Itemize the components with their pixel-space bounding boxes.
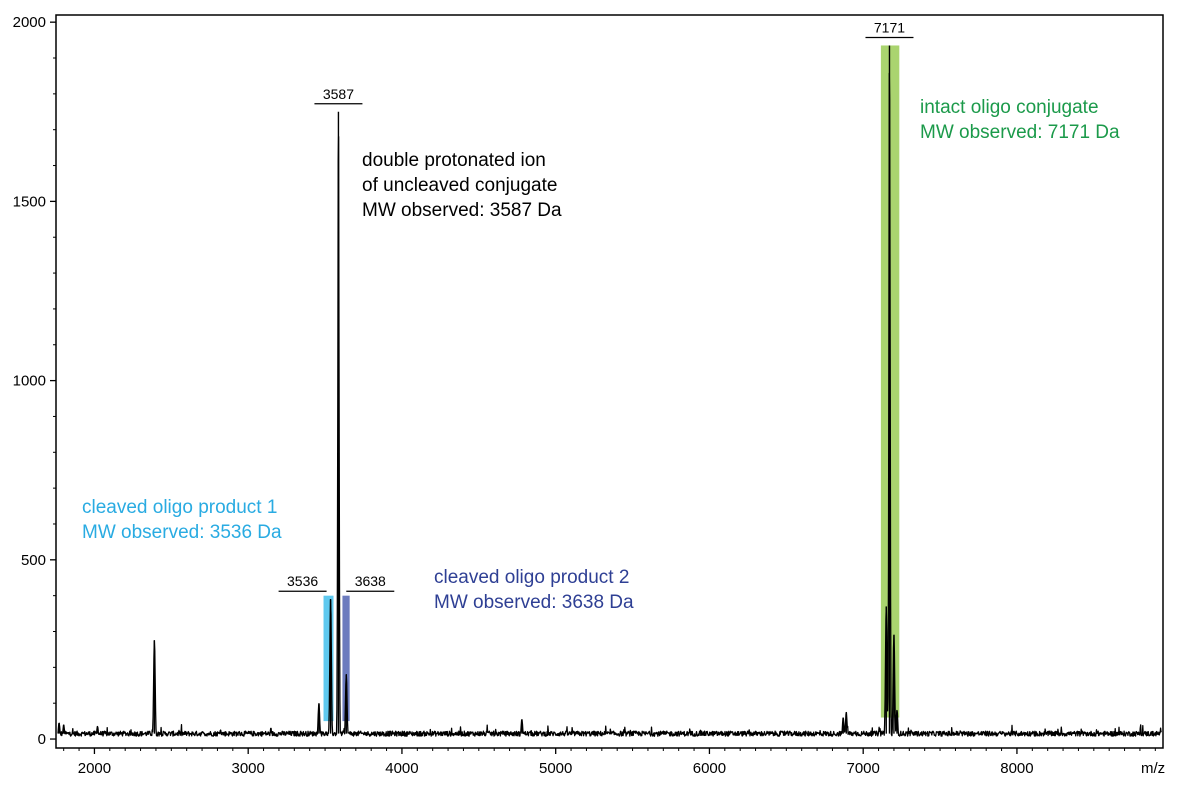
annotation-2: cleaved oligo product 2 MW observed: 3638… xyxy=(434,567,634,613)
x-tick-label: 4000 xyxy=(385,760,418,777)
spectrum-trace xyxy=(57,72,1162,737)
peak-label-3638: 3638 xyxy=(355,573,386,589)
y-axis: 0 500 1000 1500 2000 xyxy=(13,14,56,748)
y-tick-label: 1000 xyxy=(13,373,46,390)
y-tick-label: 1500 xyxy=(13,193,46,210)
annotation-1-line-0: cleaved oligo product 1 xyxy=(82,497,277,518)
annotation-0-line-0: double protonated ion xyxy=(362,150,546,171)
annotation-0-line-1: of uncleaved conjugate xyxy=(362,175,557,196)
plot-frame xyxy=(55,14,1164,749)
annotation-0: double protonated ion of uncleaved conjug… xyxy=(362,150,562,221)
peak-label-7171: 7171 xyxy=(874,19,905,35)
annotation-0-line-2: MW observed: 3587 Da xyxy=(362,200,562,221)
highlight-bands xyxy=(323,45,900,722)
annotation-3-line-0: intact oligo conjugate xyxy=(920,97,1099,118)
annotation-1: cleaved oligo product 1 MW observed: 3536… xyxy=(82,497,282,543)
y-tick-label: 0 xyxy=(38,731,46,748)
annotation-2-line-1: MW observed: 3638 Da xyxy=(434,592,634,613)
highlight-band-0 xyxy=(323,595,334,722)
x-tick-label: 5000 xyxy=(539,760,572,777)
highlight-band-1 xyxy=(342,595,350,722)
x-axis-label: m/z xyxy=(1141,760,1165,777)
annotation-3-line-1: MW observed: 7171 Da xyxy=(920,122,1120,143)
peak-labels: 3536 3587 3638 7171 xyxy=(278,19,914,592)
annotation-2-line-0: cleaved oligo product 2 xyxy=(434,567,629,588)
annotation-3: intact oligo conjugate MW observed: 7171 … xyxy=(920,97,1120,143)
peak-label-3536: 3536 xyxy=(287,573,318,589)
y-tick-label: 500 xyxy=(21,552,46,569)
x-axis: 2000 3000 4000 5000 6000 7000 8000 xyxy=(63,748,1156,777)
peak-label-3587: 3587 xyxy=(323,86,354,102)
x-tick-label: 3000 xyxy=(232,760,265,777)
x-tick-label: 2000 xyxy=(78,760,111,777)
annotation-1-line-1: MW observed: 3536 Da xyxy=(82,522,282,543)
y-tick-label: 2000 xyxy=(13,14,46,31)
x-tick-label: 7000 xyxy=(847,760,880,777)
x-tick-label: 6000 xyxy=(693,760,726,777)
annotations: double protonated ion of uncleaved conjug… xyxy=(82,97,1120,613)
x-tick-label: 8000 xyxy=(1000,760,1033,777)
